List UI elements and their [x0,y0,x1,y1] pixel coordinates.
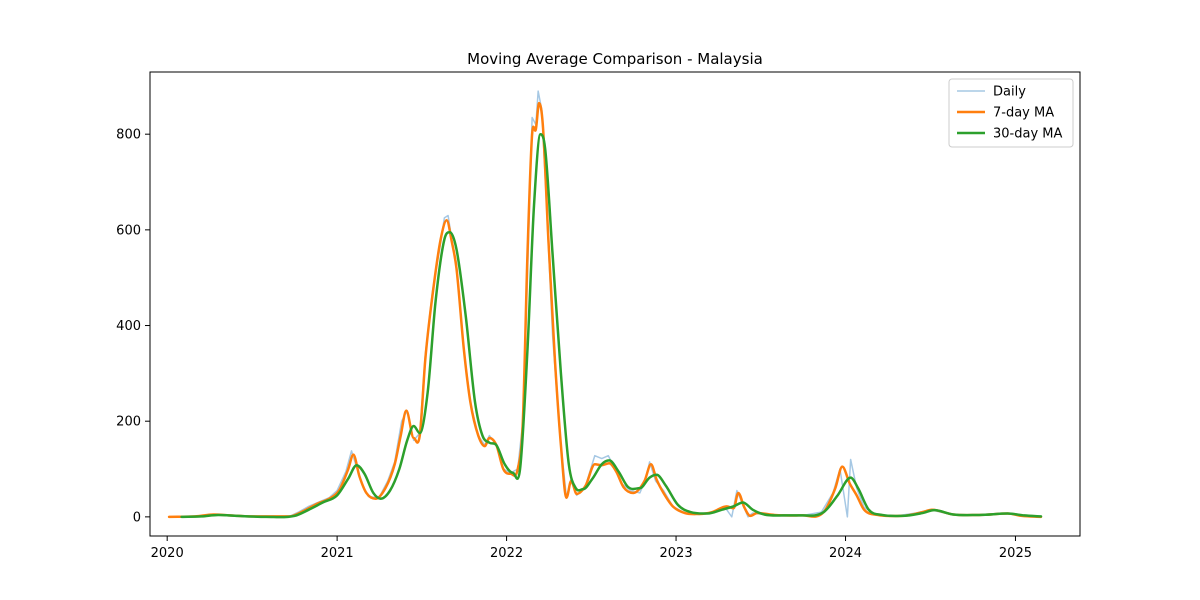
x-tick-label: 2020 [151,546,184,561]
y-tick-label: 600 [116,223,141,238]
legend-label: 30-day MA [993,127,1062,142]
plot-area [167,90,1043,519]
series-line-7-day-ma [167,101,1043,519]
y-tick-label: 800 [116,128,141,143]
plot-frame [149,71,1081,537]
x-tick-label: 2021 [321,546,354,561]
axis-ticks: 2020 2021 2022 2023 2024 2025 0 200 400 600 800 [116,128,1032,561]
x-tick-label: 2023 [660,546,693,561]
legend-label: Daily [993,85,1026,100]
chart-title: Moving Average Comparison - Malaysia [467,50,763,68]
y-tick-label: 0 [133,510,141,525]
legend-label: 7-day MA [993,106,1054,121]
series-line-daily [168,90,1042,518]
y-tick-label: 400 [116,319,141,334]
legend-box [948,78,1074,148]
x-tick-label: 2022 [490,546,523,561]
legend: Daily 7-day MA 30-day MA [948,78,1074,148]
series-line-30-day-ma [180,132,1043,519]
y-tick-label: 200 [116,415,141,430]
x-tick-label: 2025 [999,546,1032,561]
x-tick-label: 2024 [829,546,862,561]
